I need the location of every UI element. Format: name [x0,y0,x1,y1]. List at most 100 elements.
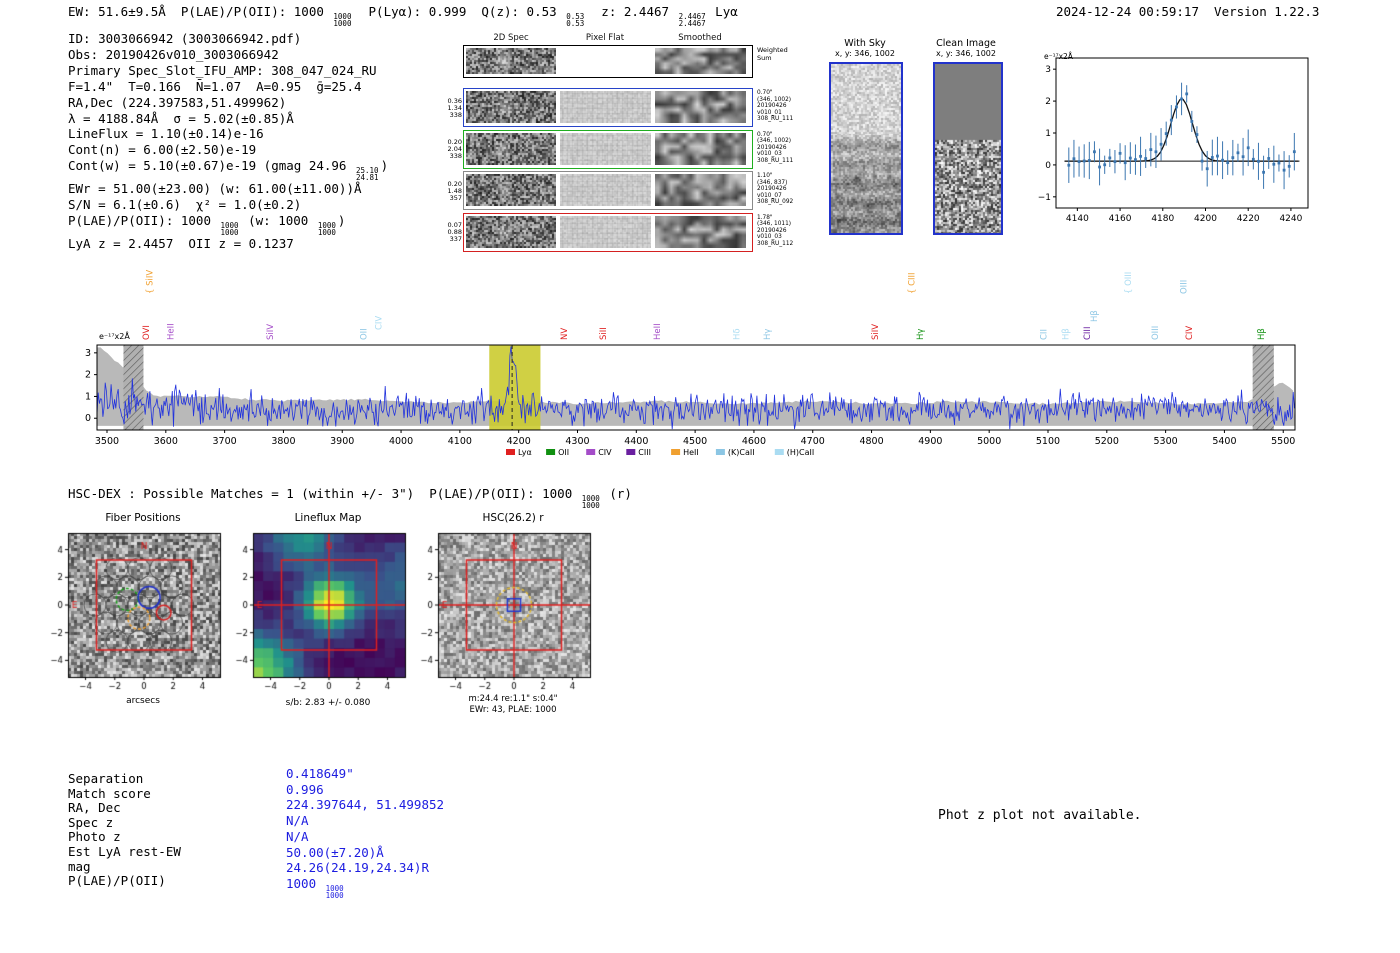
clean-image [933,62,1003,235]
svg-text:CIII: CIII [638,448,651,457]
info-line: Obs: 20190426v010_3003066942 [68,46,279,62]
info-line: LineFlux = 1.10(±0.14)e-16 [68,126,264,142]
col-title-pixel-flat: Pixel Flat [585,33,625,43]
cutout-row [463,212,753,252]
svg-text:0: 0 [1045,161,1051,171]
line-fit-plot: −1 0 1 2 3 4140 4160 4180 4200 4220 4240 e⁻¹⁷x2Å [1038,52,1309,224]
cutout-flat-image [560,91,651,123]
match-table-labels: Separation Match score RA, Dec Spec z Photo … [68,771,181,889]
cutout-flat-image [560,174,651,206]
svg-text:−1: −1 [1038,193,1051,203]
svg-text:4140: 4140 [1066,214,1089,224]
cutout-row [463,45,753,78]
match-row-value: 0.418649" [286,766,354,781]
cutout-row-annotation: 0.70" (346, 1002) 20190426 v010_01 308_RU_11… [757,90,794,123]
lineflux-map-image [223,528,413,692]
svg-text:4800: 4800 [859,436,883,447]
svg-text:5100: 5100 [1036,436,1060,447]
cutouts-2d-rows: Weighted Sum 0.36 1.34 338 0.70" (346, 1002) 20… [443,45,803,257]
svg-text:4160: 4160 [1109,214,1132,224]
clean-image-title: Clean Image [936,38,996,49]
hsc-caption-morphology: m:24.4 re:1.1" s:0.4" [468,694,558,704]
svg-text:3500: 3500 [95,436,119,447]
emission-line-label: { SiIV [145,270,155,294]
info-line: Cont(n) = 6.00(±2.50)e-19 [68,142,257,158]
svg-text:0: 0 [85,413,91,424]
cutout-smooth-image [655,132,746,165]
amp-cutout-section: With Sky x, y: 346, 1002 Clean Image x, … [820,36,1020,248]
match-row-value: 1000 1000 1000 [286,875,344,900]
match-row-value: 50.00(±7.20)Å [286,844,384,860]
info-line: λ = 4188.84Å σ = 5.02(±0.85)Å [68,110,294,126]
cutout-row-annotation: 1.10" (346, 837) 20190426 v010_07 308_RU_092 [757,173,794,206]
svg-text:3800: 3800 [271,436,295,447]
info-line: F=1.4" T=0.166 N̄=1.07 A=0.95 ḡ=25.4 [68,78,362,94]
svg-text:Lyα: Lyα [518,448,532,457]
emission-line-label: CIII [1083,327,1093,340]
emission-line-label: SiII [599,327,609,340]
clean-image-coords: x, y: 346, 1002 [936,49,996,58]
match-table-values: 0.418649" 0.996 224.397644, 51.499852 N/A N/… [286,766,444,899]
info-line: Cont(w) = 5.10(±0.67)e-19 (gmag 24.96 25… [68,158,389,183]
match-row-value: N/A [286,828,309,844]
emission-line-label: Hγ [916,329,926,340]
header-summary: EW: 51.6±9.5Å P(LAE)/P(OII): 1000 1000 10… [68,4,738,28]
emission-line-label: Hβ [1257,328,1267,340]
emission-line-label: SiIV [871,324,881,340]
emission-line-label: OVI [142,325,152,340]
cutout-smooth-image [655,48,746,74]
svg-text:3700: 3700 [213,436,237,447]
cutout-row-annotation: 0.70" (346, 1002) 20190426 v010_03 308_RU_11… [757,131,794,164]
phot-z-note: Phot z plot not available. [938,808,1142,823]
svg-text:3900: 3900 [330,436,354,447]
svg-text:OII: OII [558,448,569,457]
svg-text:4000: 4000 [389,436,413,447]
emission-line-label: { OIII [1124,272,1134,294]
stacked-fraction: 2.4467 2.4467 [678,12,706,28]
stacked-fraction: 1000 1000 [325,883,344,900]
emission-line-label: Hδ [732,328,742,340]
svg-text:4900: 4900 [918,436,942,447]
emission-line-label: Hβ [1090,310,1100,322]
info-line: Primary Spec_Slot_IFU_AMP: 308_047_024_R… [68,62,377,78]
cutout-row-fiber-stats: 0.07 0.88 337 [447,221,462,243]
match-row-label: mag [68,858,91,874]
match-row-label: Match score [68,785,151,801]
cutout-row-fiber-stats: 0.20 1.48 357 [447,179,462,202]
cutout-spec-image [466,48,556,74]
emission-line-label: OIII [1179,280,1189,294]
cutout-row-annotation: 1.78" (346, 1011) 20190426 v010_03 308_RU_11… [757,214,794,247]
lineflux-map-panel: Lineflux Map s/b: 2.83 +/- 0.080 [223,512,423,724]
svg-text:1: 1 [1045,129,1051,139]
match-row-label: Est LyA rest-EW [68,843,181,859]
svg-text:5400: 5400 [1212,436,1236,447]
svg-text:(H)CaII: (H)CaII [787,448,814,457]
svg-text:CIV: CIV [598,448,612,457]
svg-text:5500: 5500 [1271,436,1295,447]
match-row-value: 24.26(24.19,24.34)R [286,860,429,876]
cutout-spec-image [466,91,556,123]
emission-line-label: HeII [653,323,663,340]
fiber-positions-panel: Fiber Positions arcsecs [38,512,238,724]
emission-line-label: CII [1039,329,1049,340]
with-sky-coords: x, y: 346, 1002 [835,49,895,58]
match-row-label: Spec z [68,814,114,830]
emission-line-label: Hβ [1062,328,1072,340]
info-line: RA,Dec (224.397583,51.499962) [68,94,287,110]
match-row-value: 224.397644, 51.499852 [286,797,445,813]
fiber-positions-title: Fiber Positions [105,512,181,524]
match-row-value: N/A [286,813,309,829]
svg-text:4500: 4500 [683,436,707,447]
match-row-label: P(LAE)/P(OII) [68,873,166,889]
svg-text:3: 3 [85,348,91,359]
svg-text:e⁻¹⁷x2Å: e⁻¹⁷x2Å [1044,52,1074,61]
emission-line-label: HeII [167,323,177,340]
svg-text:5000: 5000 [977,436,1001,447]
cutout-smooth-image [655,91,746,123]
emission-line-label: { CIII [908,272,918,294]
match-row-value: 0.996 [286,781,324,797]
hsc-r-image [408,528,598,692]
hsc-caption-ew: EWr: 43, PLAE: 1000 [469,705,557,715]
info-line: EWr = 51.00(±23.00) (w: 61.00(±11.00))Å [68,181,362,197]
info-line: ID: 3003066942 (3003066942.pdf) [68,31,302,46]
